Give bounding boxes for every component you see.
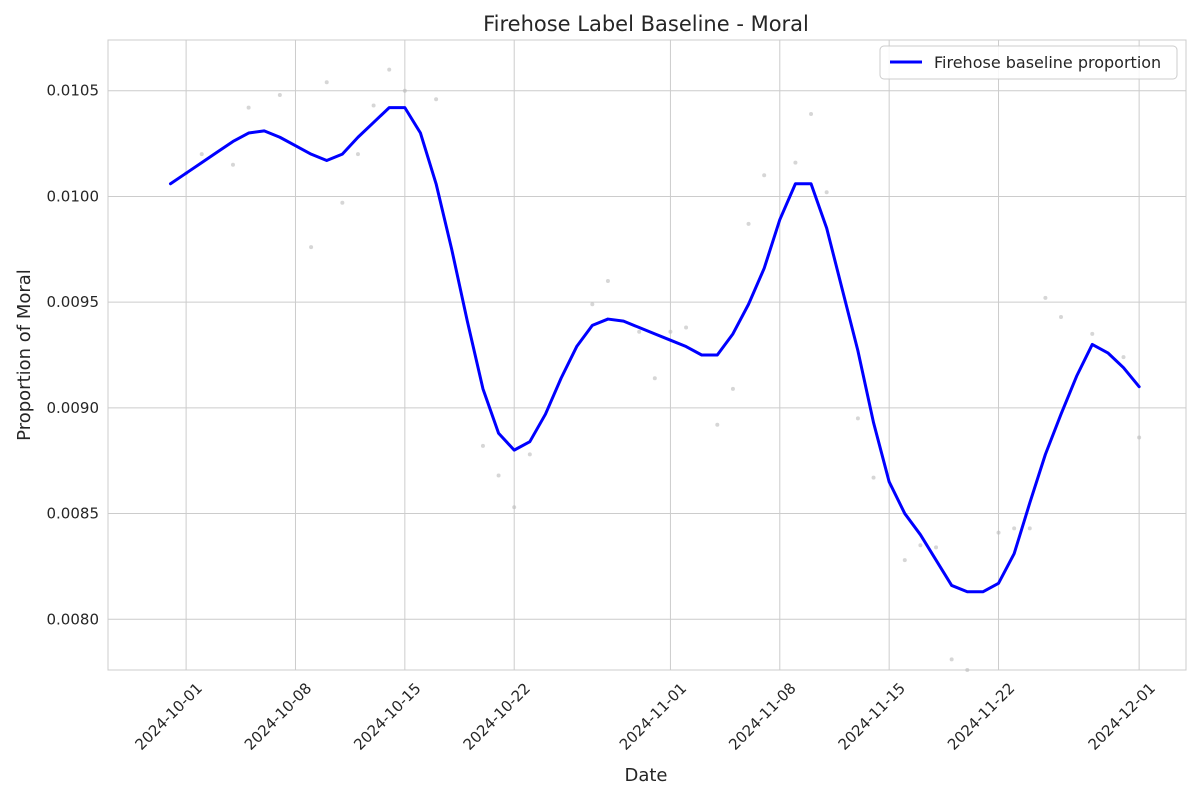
raw-data-point	[715, 422, 720, 427]
raw-data-point	[637, 329, 642, 334]
raw-data-point	[918, 543, 923, 548]
raw-data-point	[934, 545, 939, 550]
raw-data-point	[855, 416, 860, 421]
raw-data-point	[590, 302, 595, 307]
raw-data-point	[1012, 526, 1017, 531]
y-tick-label: 0.0105	[47, 82, 100, 100]
y-tick-label: 0.0100	[47, 187, 100, 205]
y-tick-label: 0.0085	[47, 505, 100, 523]
legend-box	[879, 45, 1178, 80]
x-tick-label: 2024-11-22	[944, 679, 1018, 753]
y-axis-title: Proportion of Moral	[14, 269, 35, 441]
raw-data-point	[512, 505, 517, 510]
raw-data-point	[1137, 435, 1142, 440]
raw-data-point	[230, 162, 235, 167]
raw-data-point	[434, 97, 439, 102]
raw-data-point	[277, 92, 282, 97]
raw-data-point	[793, 160, 798, 165]
raw-data-point	[902, 558, 907, 563]
raw-data-point	[652, 376, 657, 381]
x-tick-label: 2024-10-22	[460, 679, 534, 753]
raw-data-point	[324, 80, 329, 85]
x-axis-title: Date	[624, 765, 667, 786]
y-tick-label: 0.0095	[47, 293, 100, 311]
raw-data-point	[965, 668, 970, 672]
raw-data-point	[949, 657, 954, 662]
raw-data-point	[824, 190, 829, 195]
raw-data-point	[355, 152, 360, 157]
raw-data-point	[480, 443, 485, 448]
raw-data-point	[684, 325, 689, 330]
raw-data-point	[246, 105, 251, 110]
y-tick-label: 0.0080	[47, 610, 100, 628]
raw-data-point	[309, 245, 314, 250]
plot-area	[107, 39, 1187, 671]
raw-data-point	[762, 173, 767, 178]
legend-label: Firehose baseline proportion	[934, 53, 1161, 72]
x-tick-label: 2024-11-08	[725, 679, 799, 753]
raw-data-point	[871, 475, 876, 480]
x-tick-label: 2024-11-01	[616, 679, 690, 753]
plot-frame	[107, 39, 1187, 671]
x-tick-label: 2024-10-15	[350, 679, 424, 753]
raw-data-point	[1043, 295, 1048, 300]
raw-data-point	[1121, 355, 1126, 360]
raw-data-point	[1027, 526, 1032, 531]
raw-data-point	[371, 103, 376, 108]
chart-title: Firehose Label Baseline - Moral	[483, 12, 809, 36]
raw-data-point	[199, 152, 204, 157]
x-tick-label: 2024-12-01	[1085, 679, 1159, 753]
raw-data-point	[402, 88, 407, 93]
x-axis: 2024-10-01 2024-10-08 2024-10-15 2024-10-22…	[132, 679, 1159, 753]
x-tick-label: 2024-11-15	[835, 679, 909, 753]
raw-data-point	[340, 200, 345, 205]
legend: Firehose baseline proportion	[879, 45, 1178, 80]
gridlines	[108, 40, 1186, 670]
x-tick-label: 2024-10-01	[132, 679, 206, 753]
y-axis: 0.0080 0.0085 0.0090 0.0095 0.0100 0.0105	[47, 82, 100, 629]
series-lines	[168, 106, 1141, 594]
raw-data-point	[605, 279, 610, 284]
raw-data-point	[996, 530, 1001, 535]
x-tick-label: 2024-10-08	[241, 679, 315, 753]
raw-data-point	[496, 473, 501, 478]
raw-points	[184, 67, 1142, 672]
raw-data-point	[730, 386, 735, 391]
series-line	[168, 106, 1141, 594]
raw-data-point	[1090, 331, 1095, 336]
raw-data-point	[1059, 314, 1064, 319]
raw-data-point	[527, 452, 532, 457]
raw-data-point	[746, 221, 751, 226]
raw-data-point	[809, 111, 814, 116]
raw-data-point	[668, 329, 673, 334]
y-tick-label: 0.0090	[47, 399, 100, 417]
raw-data-point	[387, 67, 392, 72]
